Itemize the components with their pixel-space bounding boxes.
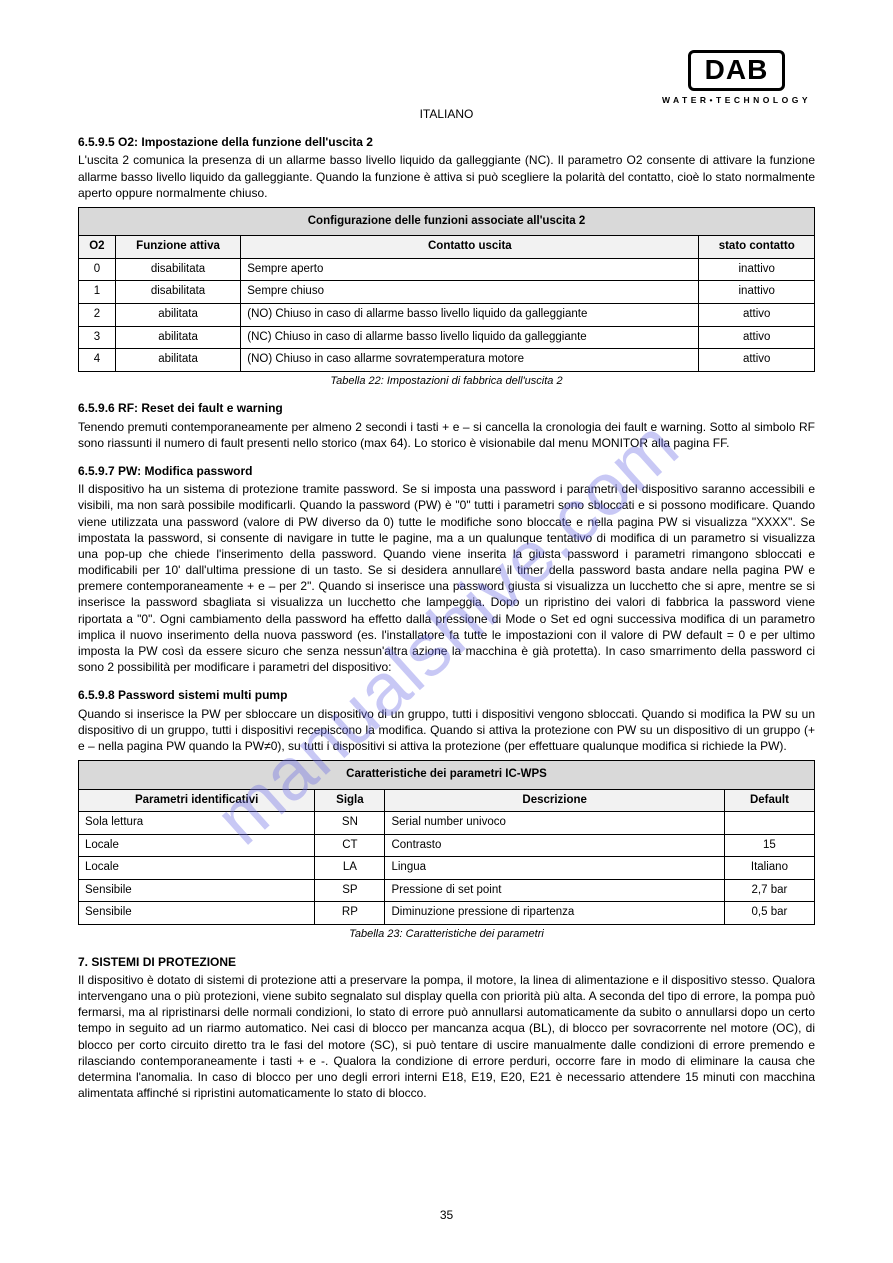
col-header: stato contatto xyxy=(699,236,815,259)
table-row: LocaleCTContrasto15 xyxy=(79,834,815,857)
cell: 2 xyxy=(79,304,116,327)
cell: RP xyxy=(315,902,385,925)
cell: Serial number univoco xyxy=(385,812,724,835)
col-header: Parametri identificativi xyxy=(79,789,315,812)
cell: Sempre aperto xyxy=(241,258,699,281)
table-row: 4abilitata(NO) Chiuso in caso allarme so… xyxy=(79,349,815,372)
cell: Lingua xyxy=(385,857,724,880)
cell: Sensibile xyxy=(79,902,315,925)
section-title: SISTEMI DI PROTEZIONE xyxy=(91,955,236,969)
col-header: O2 xyxy=(79,236,116,259)
cell: Italiano xyxy=(724,857,814,880)
cell: attivo xyxy=(699,304,815,327)
col-header: Contatto uscita xyxy=(241,236,699,259)
section-title: PW: Modifica password xyxy=(118,464,252,478)
page-content: DAB WATER•TECHNOLOGY ITALIANO 6.5.9.5 O2… xyxy=(0,0,893,1101)
cell: abilitata xyxy=(115,304,240,327)
cell: 0 xyxy=(79,258,116,281)
table-row: 0disabilitataSempre apertoinattivo xyxy=(79,258,815,281)
table-caption: Tabella 23: Caratteristiche dei parametr… xyxy=(78,927,815,942)
col-header: Default xyxy=(724,789,814,812)
cell: LA xyxy=(315,857,385,880)
table-row: 3abilitata(NC) Chiuso in caso di allarme… xyxy=(79,326,815,349)
section-number: 6.5.9.8 xyxy=(78,688,115,702)
cell: SP xyxy=(315,879,385,902)
col-header: Descrizione xyxy=(385,789,724,812)
page-number: 35 xyxy=(0,1207,893,1223)
cell: 2,7 bar xyxy=(724,879,814,902)
logo-tagline: WATER•TECHNOLOGY xyxy=(662,91,811,106)
table-row: 1disabilitataSempre chiusoinattivo xyxy=(79,281,815,304)
cell: Sempre chiuso xyxy=(241,281,699,304)
section-number: 7. xyxy=(78,955,88,969)
section-heading: 6.5.9.5 O2: Impostazione della funzione … xyxy=(78,134,815,150)
cell: attivo xyxy=(699,326,815,349)
output2-config-table: Configurazione delle funzioni associate … xyxy=(78,207,815,372)
cell: 15 xyxy=(724,834,814,857)
section-heading: 6.5.9.6 RF: Reset dei fault e warning xyxy=(78,400,815,416)
col-header: Sigla xyxy=(315,789,385,812)
section-body: L'uscita 2 comunica la presenza di un al… xyxy=(78,152,815,201)
section-heading: 6.5.9.8 Password sistemi multi pump xyxy=(78,687,815,703)
cell: (NO) Chiuso in caso allarme sovratempera… xyxy=(241,349,699,372)
section-number: 6.5.9.7 xyxy=(78,464,115,478)
cell: CT xyxy=(315,834,385,857)
cell: Contrasto xyxy=(385,834,724,857)
section-number: 6.5.9.6 xyxy=(78,401,115,415)
table-row: SensibileSPPressione di set point2,7 bar xyxy=(79,879,815,902)
cell: 4 xyxy=(79,349,116,372)
section-number: 6.5.9.5 xyxy=(78,135,115,149)
table-row: LocaleLALinguaItaliano xyxy=(79,857,815,880)
cell: Locale xyxy=(79,857,315,880)
brand-logo: DAB WATER•TECHNOLOGY xyxy=(662,50,811,106)
section-body: Il dispositivo ha un sistema di protezio… xyxy=(78,481,815,675)
icwps-params-table: Caratteristiche dei parametri IC-WPS Par… xyxy=(78,760,815,925)
section-body: Tenendo premuti contemporaneamente per a… xyxy=(78,419,815,451)
cell: disabilitata xyxy=(115,258,240,281)
cell: inattivo xyxy=(699,258,815,281)
section-title: Password sistemi multi pump xyxy=(118,688,287,702)
section-title: RF: Reset dei fault e warning xyxy=(118,401,283,415)
cell: (NO) Chiuso in caso di allarme basso liv… xyxy=(241,304,699,327)
table-row: SensibileRPDiminuzione pressione di ripa… xyxy=(79,902,815,925)
cell: (NC) Chiuso in caso di allarme basso liv… xyxy=(241,326,699,349)
section-heading: 6.5.9.7 PW: Modifica password xyxy=(78,463,815,479)
cell: Pressione di set point xyxy=(385,879,724,902)
section-body: Il dispositivo è dotato di sistemi di pr… xyxy=(78,972,815,1102)
cell: 0,5 bar xyxy=(724,902,814,925)
cell: Sensibile xyxy=(79,879,315,902)
cell: Diminuzione pressione di ripartenza xyxy=(385,902,724,925)
cell: abilitata xyxy=(115,349,240,372)
logo-box: DAB xyxy=(688,50,786,91)
cell: Locale xyxy=(79,834,315,857)
table-caption: Tabella 22: Impostazioni di fabbrica del… xyxy=(78,374,815,389)
cell: abilitata xyxy=(115,326,240,349)
table-row: 2abilitata(NO) Chiuso in caso di allarme… xyxy=(79,304,815,327)
cell: attivo xyxy=(699,349,815,372)
table-row: Sola letturaSNSerial number univoco xyxy=(79,812,815,835)
cell xyxy=(724,812,814,835)
section-body: Quando si inserisce la PW per sbloccare … xyxy=(78,706,815,755)
cell: Sola lettura xyxy=(79,812,315,835)
cell: inattivo xyxy=(699,281,815,304)
section-heading: 7. SISTEMI DI PROTEZIONE xyxy=(78,954,815,970)
cell: 1 xyxy=(79,281,116,304)
cell: disabilitata xyxy=(115,281,240,304)
table-title: Configurazione delle funzioni associate … xyxy=(79,207,815,236)
cell: 3 xyxy=(79,326,116,349)
section-title: O2: Impostazione della funzione dell'usc… xyxy=(118,135,373,149)
col-header: Funzione attiva xyxy=(115,236,240,259)
table-title: Caratteristiche dei parametri IC-WPS xyxy=(79,761,815,790)
cell: SN xyxy=(315,812,385,835)
